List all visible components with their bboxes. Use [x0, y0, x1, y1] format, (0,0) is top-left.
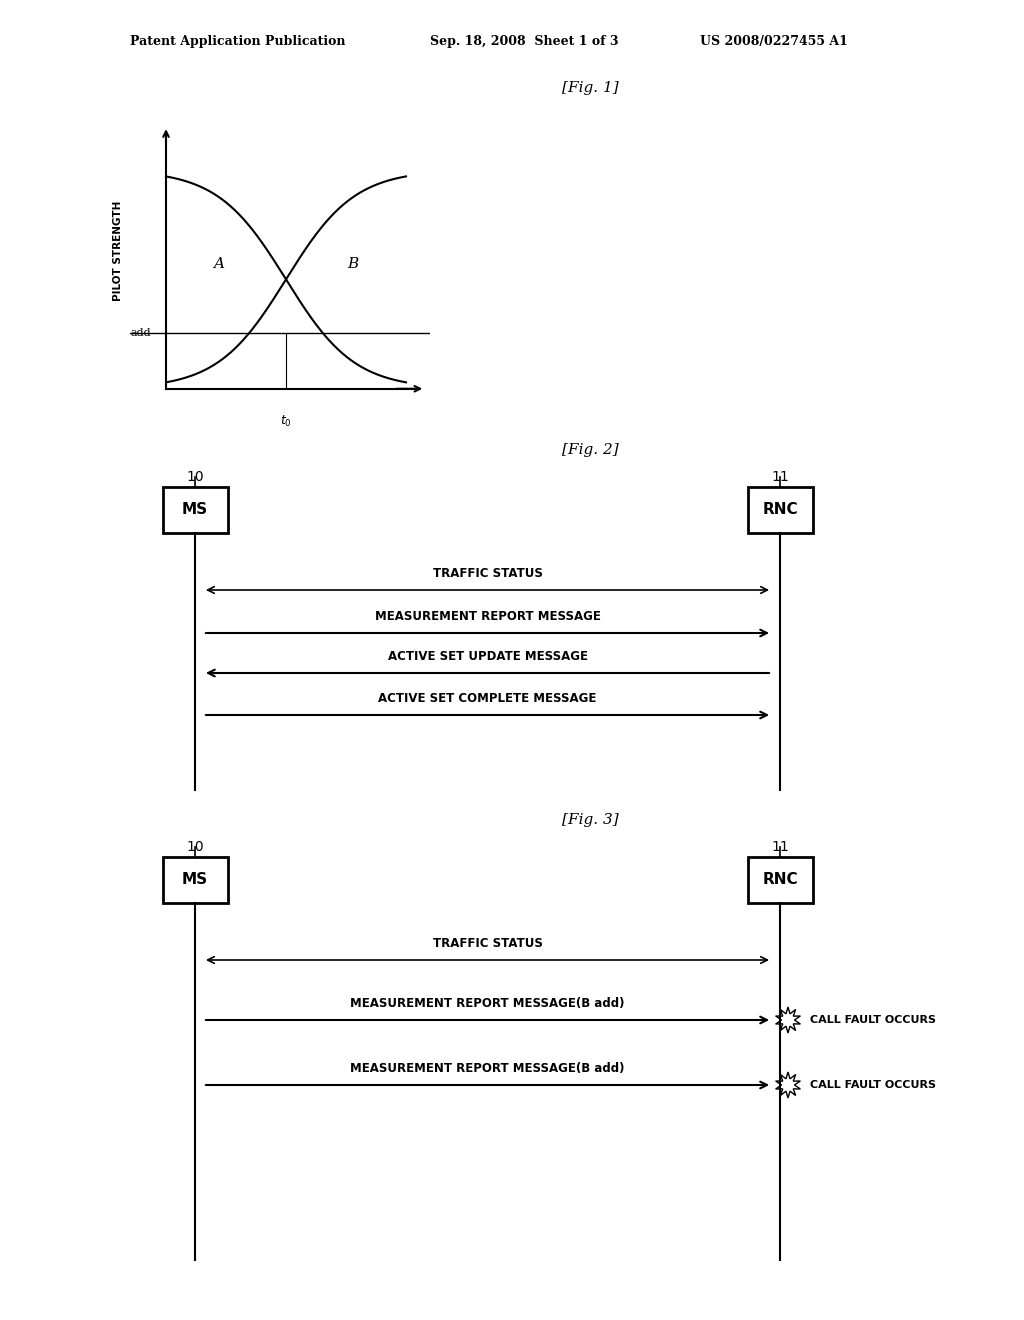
Text: B: B — [347, 257, 358, 271]
Text: 10: 10 — [186, 840, 204, 854]
Bar — [163, 857, 227, 903]
Bar — [748, 857, 812, 903]
Bar — [163, 487, 227, 533]
Text: 10: 10 — [186, 470, 204, 484]
Text: CALL FAULT OCCURS: CALL FAULT OCCURS — [810, 1015, 936, 1026]
Text: add: add — [131, 327, 152, 338]
Text: Patent Application Publication: Patent Application Publication — [130, 36, 345, 49]
Text: CALL FAULT OCCURS: CALL FAULT OCCURS — [810, 1080, 936, 1090]
Text: MEASUREMENT REPORT MESSAGE(B add): MEASUREMENT REPORT MESSAGE(B add) — [350, 1063, 625, 1074]
Text: ACTIVE SET UPDATE MESSAGE: ACTIVE SET UPDATE MESSAGE — [387, 649, 588, 663]
Text: MEASUREMENT REPORT MESSAGE(B add): MEASUREMENT REPORT MESSAGE(B add) — [350, 997, 625, 1010]
Text: [Fig. 2]: [Fig. 2] — [561, 444, 618, 457]
Text: RNC: RNC — [762, 873, 798, 887]
Text: 11: 11 — [771, 470, 788, 484]
Text: [Fig. 3]: [Fig. 3] — [561, 813, 618, 828]
Text: MS: MS — [182, 503, 208, 517]
Text: Sep. 18, 2008  Sheet 1 of 3: Sep. 18, 2008 Sheet 1 of 3 — [430, 36, 618, 49]
Text: 11: 11 — [771, 840, 788, 854]
Text: RNC: RNC — [762, 503, 798, 517]
Text: MS: MS — [182, 873, 208, 887]
Text: TRAFFIC STATUS: TRAFFIC STATUS — [432, 937, 543, 950]
Text: PILOT STRENGTH: PILOT STRENGTH — [113, 201, 123, 301]
Text: A: A — [213, 257, 224, 271]
Bar — [748, 487, 812, 533]
Text: [Fig. 1]: [Fig. 1] — [561, 81, 618, 95]
Text: US 2008/0227455 A1: US 2008/0227455 A1 — [700, 36, 848, 49]
Text: MEASUREMENT REPORT MESSAGE: MEASUREMENT REPORT MESSAGE — [375, 610, 600, 623]
Text: TRAFFIC STATUS: TRAFFIC STATUS — [432, 568, 543, 579]
Text: ACTIVE SET COMPLETE MESSAGE: ACTIVE SET COMPLETE MESSAGE — [378, 692, 597, 705]
Text: $t_0$: $t_0$ — [280, 413, 292, 429]
